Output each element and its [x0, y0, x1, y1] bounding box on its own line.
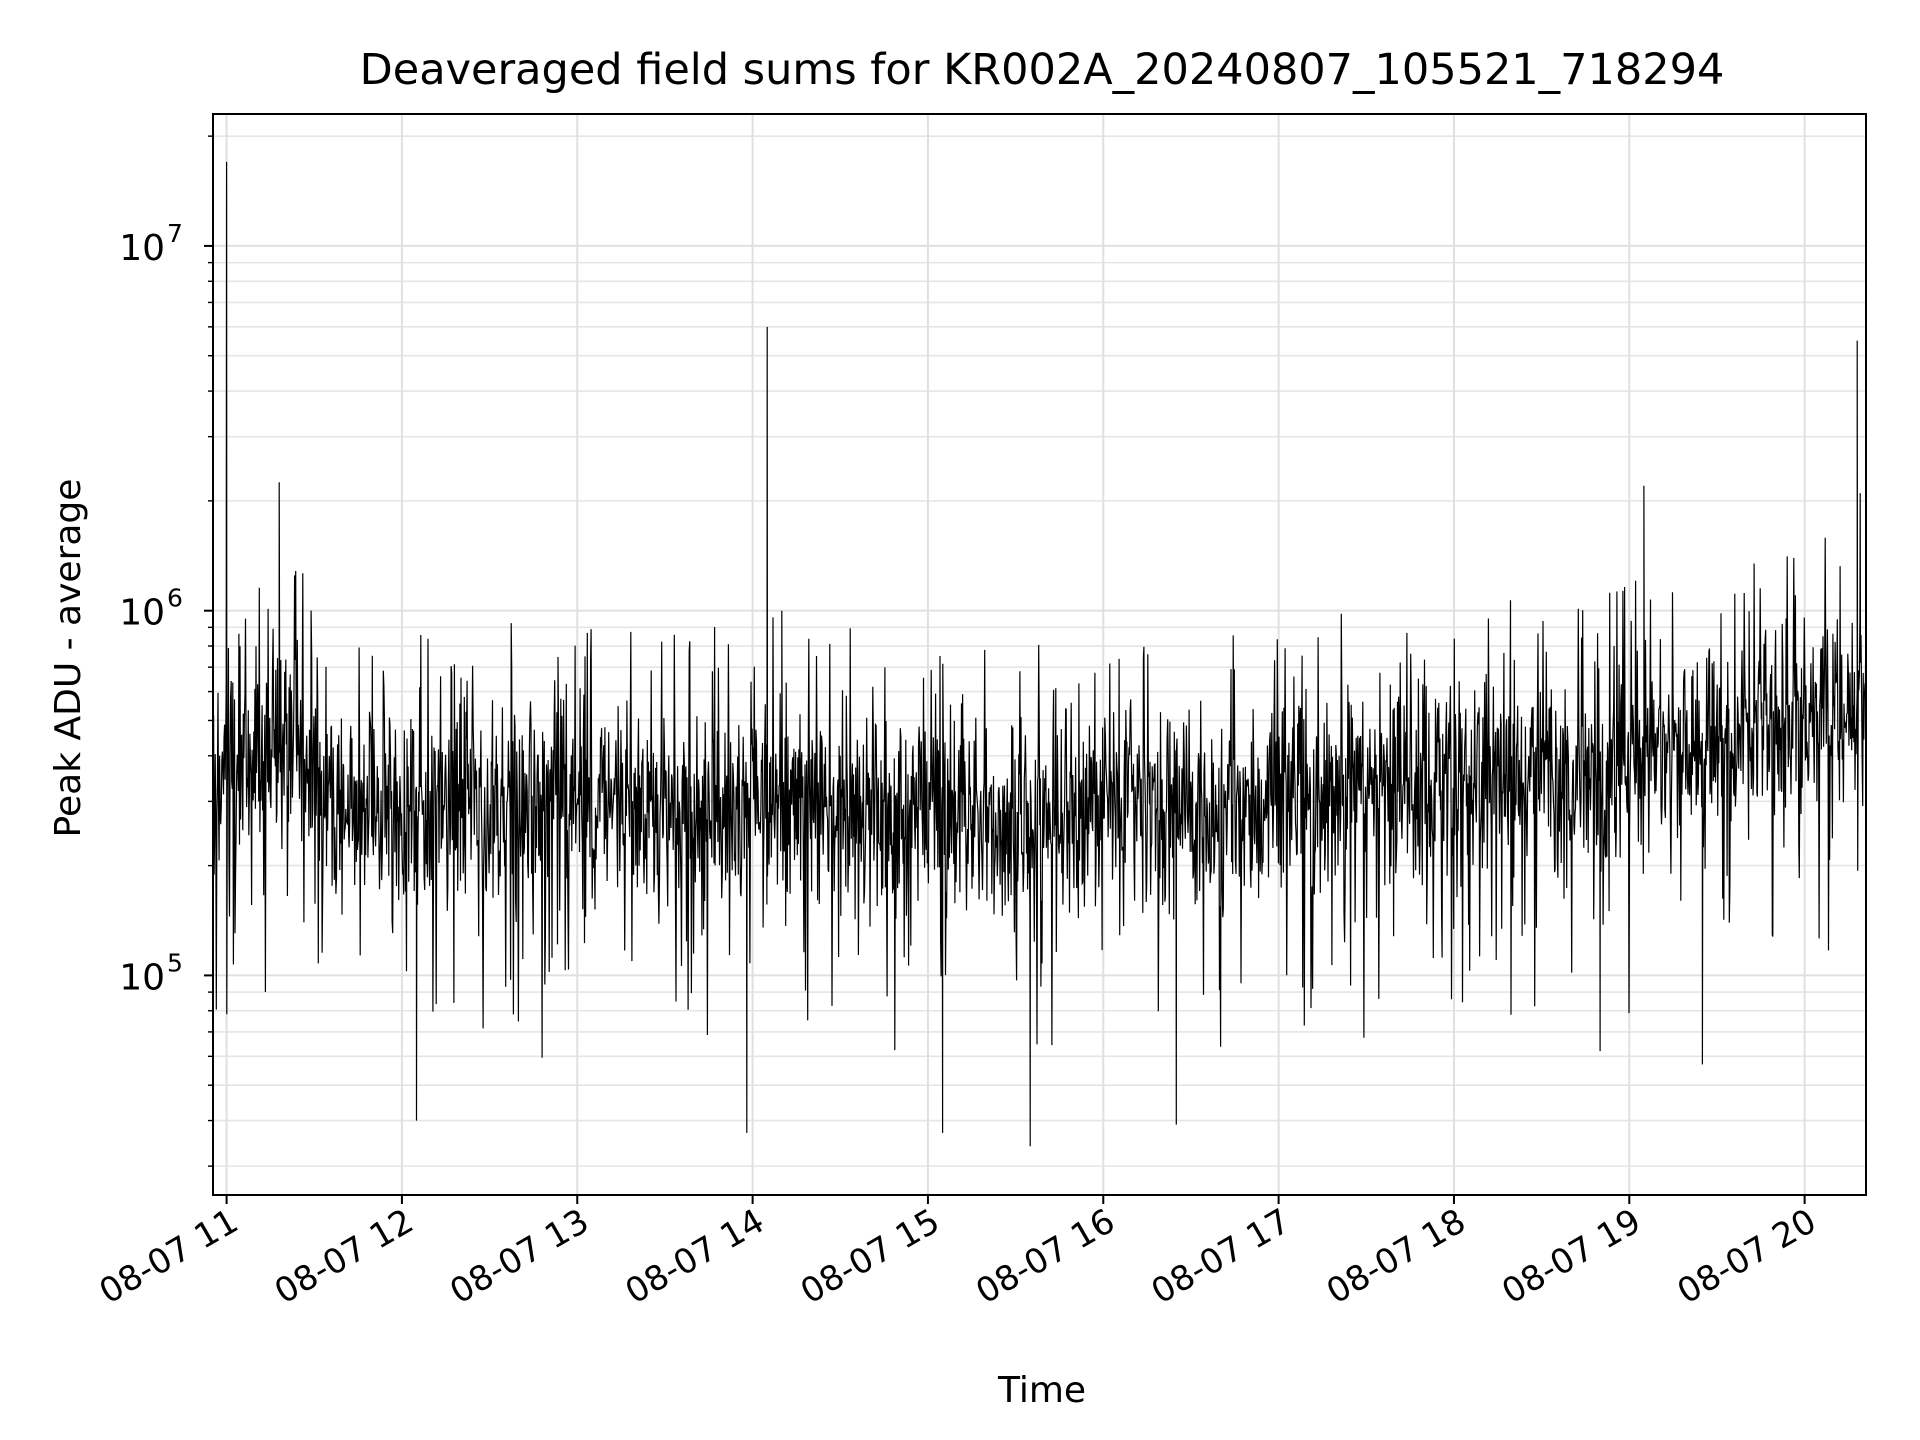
y-tick-label-exponent: 6: [167, 584, 183, 613]
y-tick-label: 10: [119, 228, 165, 269]
y-tick-label: 10: [119, 957, 165, 998]
chart-title: Deaveraged field sums for KR002A_2024080…: [360, 45, 1725, 95]
y-tick-label-exponent: 5: [167, 948, 183, 977]
plot-frame: [212, 113, 1867, 1196]
y-axis-label: Peak ADU - average: [48, 479, 89, 838]
x-axis-label: Time: [997, 1370, 1086, 1411]
y-tick-label-exponent: 7: [167, 219, 183, 248]
series: [212, 161, 1867, 1147]
y-tick-label: 10: [119, 593, 165, 634]
series-line: [212, 161, 1867, 1147]
